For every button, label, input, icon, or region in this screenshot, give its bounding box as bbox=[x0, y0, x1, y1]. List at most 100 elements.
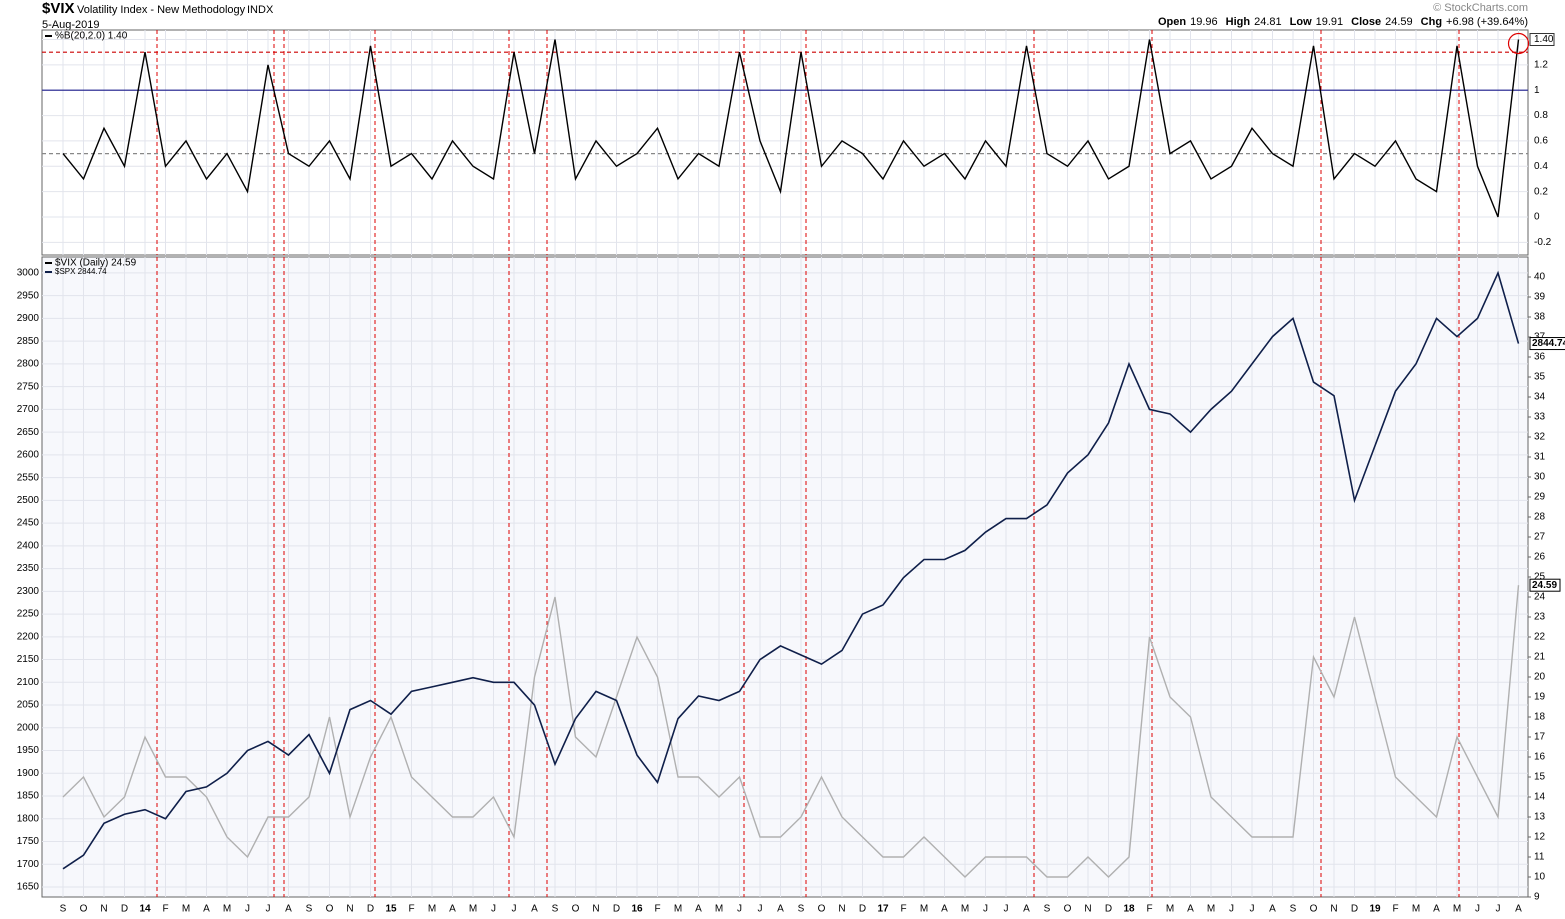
y2-tick-label: 16 bbox=[1534, 752, 1546, 763]
x-tick-label: N bbox=[838, 904, 845, 915]
y-tick-label: 2950 bbox=[17, 290, 40, 301]
y-tick-label: 2250 bbox=[17, 609, 40, 620]
y2-tick-label: 23 bbox=[1534, 612, 1546, 623]
price-panel bbox=[41, 256, 1529, 898]
x-tick-label: A bbox=[941, 904, 948, 915]
x-tick-label: J bbox=[245, 904, 250, 915]
x-tick-label: F bbox=[408, 904, 414, 915]
y2-tick-label: 39 bbox=[1534, 292, 1546, 303]
x-tick-label: J bbox=[1496, 904, 1501, 915]
last-value-box bbox=[1529, 578, 1561, 592]
y-tick-label: 2800 bbox=[17, 359, 40, 370]
y-tick-label: 0.4 bbox=[1534, 161, 1548, 172]
exchange: INDX bbox=[247, 4, 274, 16]
y2-tick-label: 11 bbox=[1534, 852, 1545, 863]
x-tick-label: F bbox=[1146, 904, 1152, 915]
x-tick-label: N bbox=[346, 904, 353, 915]
y-tick-label: 2000 bbox=[17, 722, 40, 733]
y2-tick-label: 22 bbox=[1534, 632, 1546, 643]
y-tick-label: 2450 bbox=[17, 518, 40, 529]
x-tick-label: D bbox=[859, 904, 866, 915]
last-value-label: 24.59 bbox=[1532, 580, 1557, 591]
y-tick-label: 1850 bbox=[17, 791, 40, 802]
x-tick-label: J bbox=[758, 904, 763, 915]
x-tick-label: N bbox=[1330, 904, 1337, 915]
y2-tick-label: 24 bbox=[1534, 592, 1546, 603]
y-tick-label: 1.2 bbox=[1534, 59, 1548, 70]
x-tick-label: M bbox=[182, 904, 190, 915]
quote-value: 19.96 bbox=[1190, 16, 1218, 28]
quote-label: High bbox=[1226, 16, 1251, 28]
symbol: $VIX bbox=[42, 0, 75, 17]
x-tick-label: O bbox=[1310, 904, 1318, 915]
x-tick-label: S bbox=[1290, 904, 1297, 915]
y-tick-label: 1900 bbox=[17, 768, 40, 779]
y-tick-label: 2350 bbox=[17, 563, 40, 574]
x-tick-label: M bbox=[1207, 904, 1215, 915]
y-tick-label: 2900 bbox=[17, 313, 40, 324]
x-tick-label: N bbox=[1084, 904, 1091, 915]
x-tick-label: J bbox=[1475, 904, 1480, 915]
legend-label: %B(20,2.0) 1.40 bbox=[55, 31, 128, 42]
y-tick-label: 1750 bbox=[17, 836, 40, 847]
y2-tick-label: 31 bbox=[1534, 452, 1546, 463]
quote-label: Close bbox=[1351, 16, 1381, 28]
y-tick-label: 1.40 bbox=[1534, 34, 1554, 45]
y-tick-label: 2400 bbox=[17, 540, 40, 551]
x-tick-label: M bbox=[920, 904, 928, 915]
highlight-circle bbox=[1507, 32, 1530, 55]
x-tick-label: J bbox=[737, 904, 742, 915]
y2-tick-label: 17 bbox=[1534, 732, 1546, 743]
y2-tick-label: 25 bbox=[1534, 572, 1546, 583]
y-tick-label: 0 bbox=[1534, 212, 1540, 223]
x-tick-label: A bbox=[449, 904, 456, 915]
date: 5-Aug-2019 bbox=[42, 19, 100, 31]
quote-value: +6.98 (+39.64%) bbox=[1446, 16, 1528, 28]
x-tick-label: D bbox=[613, 904, 620, 915]
x-tick-label: A bbox=[1187, 904, 1194, 915]
x-tick-label: O bbox=[1064, 904, 1072, 915]
y-tick-label: 2100 bbox=[17, 677, 40, 688]
x-tick-label: J bbox=[512, 904, 517, 915]
x-tick-label: M bbox=[1453, 904, 1461, 915]
last-value-label: 2844.74 bbox=[1532, 338, 1565, 349]
quote-value: 24.81 bbox=[1254, 16, 1282, 28]
x-tick-label: J bbox=[1250, 904, 1255, 915]
y2-tick-label: 34 bbox=[1534, 392, 1546, 403]
y2-tick-label: 38 bbox=[1534, 312, 1546, 323]
x-tick-label: A bbox=[777, 904, 784, 915]
x-tick-label: J bbox=[983, 904, 988, 915]
x-tick-label: N bbox=[592, 904, 599, 915]
x-tick-label: A bbox=[285, 904, 292, 915]
x-tick-label: A bbox=[1515, 904, 1522, 915]
y2-tick-label: 36 bbox=[1534, 352, 1546, 363]
x-tick-label: 14 bbox=[139, 904, 151, 915]
y2-tick-label: 29 bbox=[1534, 492, 1546, 503]
y2-tick-label: 19 bbox=[1534, 692, 1546, 703]
x-tick-label: A bbox=[1269, 904, 1276, 915]
y-tick-label: 2700 bbox=[17, 404, 40, 415]
y-tick-label: 2750 bbox=[17, 381, 40, 392]
y2-tick-label: 27 bbox=[1534, 532, 1546, 543]
x-tick-label: D bbox=[121, 904, 128, 915]
x-tick-label: S bbox=[60, 904, 67, 915]
x-tick-label: F bbox=[162, 904, 168, 915]
y-tick-label: 3000 bbox=[17, 268, 40, 279]
x-tick-label: F bbox=[900, 904, 906, 915]
credit: © StockCharts.com bbox=[1433, 2, 1528, 14]
legend-label: $SPX 2844.74 bbox=[55, 267, 107, 276]
y-tick-label: -0.2 bbox=[1534, 237, 1552, 248]
y2-tick-label: 33 bbox=[1534, 412, 1546, 423]
x-tick-label: O bbox=[572, 904, 580, 915]
x-tick-label: 17 bbox=[877, 904, 889, 915]
y-tick-label: 0.8 bbox=[1534, 110, 1548, 121]
x-tick-label: O bbox=[80, 904, 88, 915]
y2-tick-label: 21 bbox=[1534, 652, 1546, 663]
x-tick-label: A bbox=[1433, 904, 1440, 915]
series-line bbox=[62, 585, 1520, 878]
y-tick-label: 1 bbox=[1534, 85, 1540, 96]
quote-label: Low bbox=[1290, 16, 1312, 28]
x-tick-label: D bbox=[367, 904, 374, 915]
x-tick-label: M bbox=[428, 904, 436, 915]
